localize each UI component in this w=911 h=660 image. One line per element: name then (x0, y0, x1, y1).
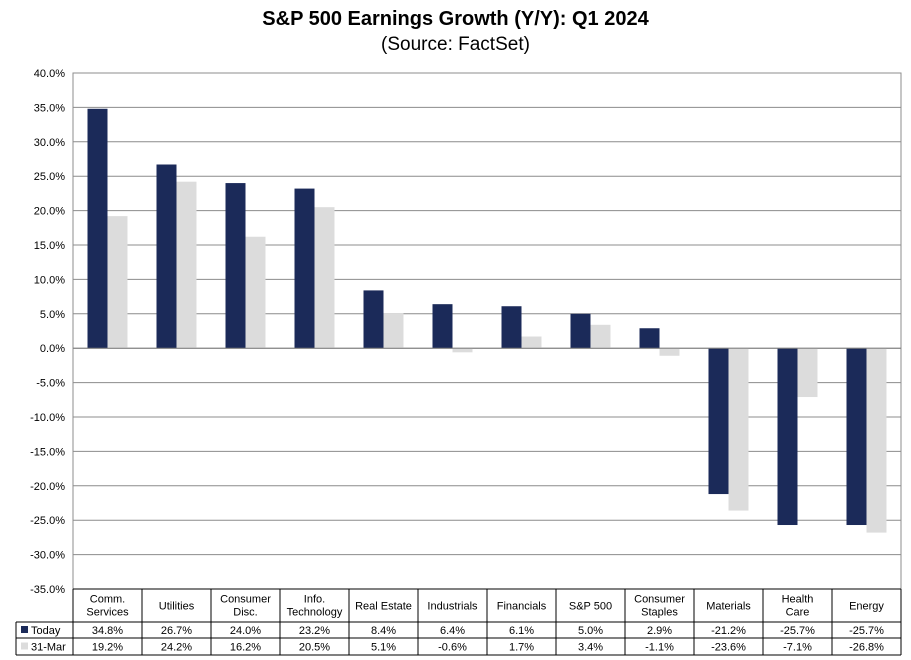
bar-today (294, 188, 315, 349)
y-tick-label: -5.0% (36, 378, 65, 390)
legend-key-today (21, 626, 28, 633)
series-name: Today (31, 625, 61, 637)
chart-title: S&P 500 Earnings Growth (Y/Y): Q1 2024 (262, 8, 649, 30)
data-label: 5.0% (578, 625, 603, 637)
y-tick-label: 5.0% (40, 309, 65, 321)
y-tick-label: -25.0% (30, 515, 65, 527)
bar-31-mar (176, 181, 197, 349)
category-label: Staples (641, 607, 678, 619)
y-tick-label: -10.0% (30, 412, 65, 424)
category-label: Consumer (220, 594, 271, 606)
legend-key-31-mar (21, 642, 28, 650)
data-table (15, 588, 902, 656)
data-label: -21.2% (711, 625, 746, 637)
data-label: 5.1% (371, 642, 396, 654)
series-name: 31-Mar (31, 642, 66, 654)
y-tick-label: -35.0% (30, 584, 65, 596)
bar-31-mar (452, 348, 473, 353)
category-label: Real Estate (355, 601, 412, 613)
category-label: Financials (497, 601, 547, 613)
y-tick-label: 25.0% (34, 171, 65, 183)
bar-today (87, 108, 108, 349)
data-label: -23.6% (711, 642, 746, 654)
category-label: Care (786, 607, 810, 619)
bar-today (363, 290, 384, 349)
y-tick-label: -15.0% (30, 446, 65, 458)
data-label: -25.7% (780, 625, 815, 637)
category-label: Materials (706, 601, 751, 613)
category-label: Technology (287, 607, 343, 619)
data-label: -7.1% (783, 642, 812, 654)
data-label: 23.2% (299, 625, 330, 637)
bar-today (432, 304, 453, 349)
plot-area (72, 72, 902, 590)
bar-31-mar (728, 348, 749, 511)
data-label: 6.1% (509, 625, 534, 637)
y-tick-label: 35.0% (34, 102, 65, 114)
data-label: 3.4% (578, 642, 603, 654)
category-label: S&P 500 (569, 601, 612, 613)
bar-31-mar (659, 348, 680, 356)
data-label: 2.9% (647, 625, 672, 637)
bar-31-mar (314, 207, 335, 349)
bar-today (708, 348, 729, 495)
bar-today (777, 348, 798, 526)
category-label: Info. (304, 594, 325, 606)
category-label: Services (86, 607, 129, 619)
data-label: 34.8% (92, 625, 123, 637)
bar-today (156, 164, 177, 349)
bar-31-mar (383, 313, 404, 349)
y-tick-label: 30.0% (34, 137, 65, 149)
category-label: Consumer (634, 594, 685, 606)
bar-today (501, 306, 522, 349)
data-label: 24.2% (161, 642, 192, 654)
bar-31-mar (797, 348, 818, 398)
y-tick-label: -30.0% (30, 550, 65, 562)
bar-today (846, 348, 867, 526)
data-label: 6.4% (440, 625, 465, 637)
data-label: 19.2% (92, 642, 123, 654)
data-label: -26.8% (849, 642, 884, 654)
chart-subtitle: (Source: FactSet) (381, 34, 530, 55)
y-tick-label: 0.0% (40, 343, 65, 355)
category-label: Industrials (427, 601, 478, 613)
bar-31-mar (107, 216, 128, 349)
bar-today (570, 313, 591, 349)
bar-31-mar (521, 336, 542, 349)
data-label: 1.7% (509, 642, 534, 654)
y-tick-label: 15.0% (34, 240, 65, 252)
y-tick-label: 40.0% (34, 68, 65, 80)
bar-today (225, 183, 246, 349)
category-label: Utilities (159, 601, 195, 613)
data-label: -25.7% (849, 625, 884, 637)
category-label: Health (782, 594, 814, 606)
data-label: -1.1% (645, 642, 674, 654)
bar-today (639, 328, 660, 349)
data-label: 8.4% (371, 625, 396, 637)
data-label: 26.7% (161, 625, 192, 637)
data-label: 16.2% (230, 642, 261, 654)
data-label: 24.0% (230, 625, 261, 637)
bar-31-mar (866, 348, 887, 533)
category-label: Disc. (233, 607, 257, 619)
category-label: Energy (849, 601, 884, 613)
y-tick-label: -20.0% (30, 481, 65, 493)
category-label: Comm. (90, 594, 125, 606)
bar-31-mar (245, 236, 266, 349)
y-tick-label: 20.0% (34, 206, 65, 218)
bar-31-mar (590, 324, 611, 349)
y-tick-label: 10.0% (34, 274, 65, 286)
data-label: 20.5% (299, 642, 330, 654)
data-label: -0.6% (438, 642, 467, 654)
